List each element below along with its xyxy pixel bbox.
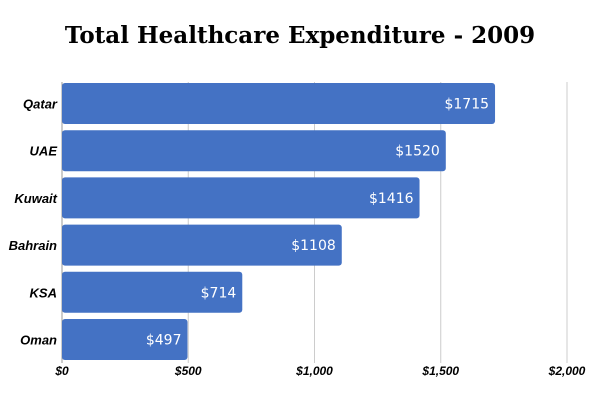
bar-data-label: $1520 xyxy=(395,144,440,160)
category-label: Qatar xyxy=(23,97,58,112)
bar xyxy=(62,271,243,313)
category-label: KSA xyxy=(30,285,57,300)
category-label: UAE xyxy=(30,144,58,159)
chart-title: Total Healthcare Expenditure - 2009 xyxy=(65,22,535,49)
category-label: Bahrain xyxy=(9,238,57,253)
bar xyxy=(62,83,496,124)
bar-data-label: $1715 xyxy=(444,97,489,113)
gridlines xyxy=(61,82,568,363)
bar-data-label: $1416 xyxy=(369,191,414,207)
category-label: Oman xyxy=(20,333,57,348)
category-label: Kuwait xyxy=(14,191,57,206)
bar-data-label: $1108 xyxy=(291,238,336,254)
bar-data-label: $497 xyxy=(146,333,182,349)
x-tick-label: $1,000 xyxy=(295,364,333,378)
bar-data-label: $714 xyxy=(201,285,237,301)
x-tick-labels: $0 $500 $1,000 $1,500 $2,000 xyxy=(54,364,585,378)
bar xyxy=(62,177,420,219)
bar xyxy=(62,130,446,172)
bar xyxy=(62,319,188,360)
bars: $1715 $1520 $1416 $1108 $714 $497 xyxy=(62,83,496,360)
x-tick-label: $1,500 xyxy=(421,364,459,378)
x-tick-label: $2,000 xyxy=(548,364,586,378)
x-tick-label: $500 xyxy=(174,364,202,378)
bar xyxy=(62,224,342,266)
category-labels: Qatar UAE Kuwait Bahrain KSA Oman xyxy=(9,97,58,348)
x-tick-label: $0 xyxy=(54,364,69,378)
